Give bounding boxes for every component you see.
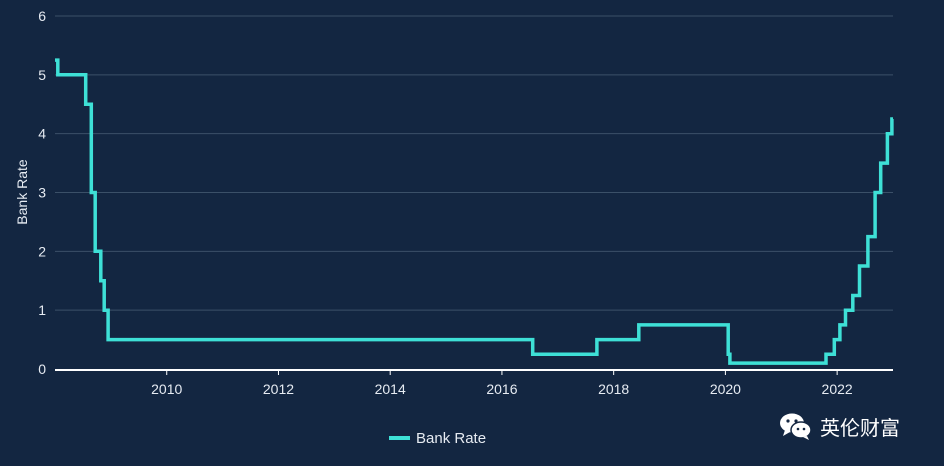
watermark: 英伦财富: [778, 410, 938, 442]
x-tick-label: 2012: [263, 381, 294, 397]
y-tick-label: 2: [38, 243, 46, 259]
y-tick-label: 5: [38, 67, 46, 83]
x-tick-label: 2010: [151, 381, 182, 397]
gridlines: [55, 15, 893, 311]
y-tick-label: 6: [38, 8, 46, 24]
wechat-icon: [780, 413, 812, 440]
legend: Bank Rate: [389, 430, 486, 447]
y-axis: 0 1 2 3 4 5 6: [38, 8, 46, 377]
y-axis-title: Bank Rate: [14, 159, 30, 225]
x-tick-label: 2018: [598, 381, 629, 397]
series-line-bank-rate: [55, 58, 894, 365]
y-tick-label: 3: [38, 185, 46, 201]
y-tick-label: 4: [38, 126, 46, 142]
x-tick-label: 2014: [375, 381, 406, 397]
legend-label: Bank Rate: [416, 430, 486, 447]
y-tick-label: 1: [38, 302, 46, 318]
watermark-text: 英伦财富: [820, 415, 900, 440]
x-tick-label: 2022: [822, 381, 853, 397]
x-axis: 2010 2012 2014 2016 2018 2020 2022: [55, 369, 893, 397]
y-tick-label: 0: [38, 361, 46, 377]
x-tick-label: 2016: [486, 381, 517, 397]
x-tick-label: 2020: [710, 381, 741, 397]
series-layer: [55, 58, 894, 365]
